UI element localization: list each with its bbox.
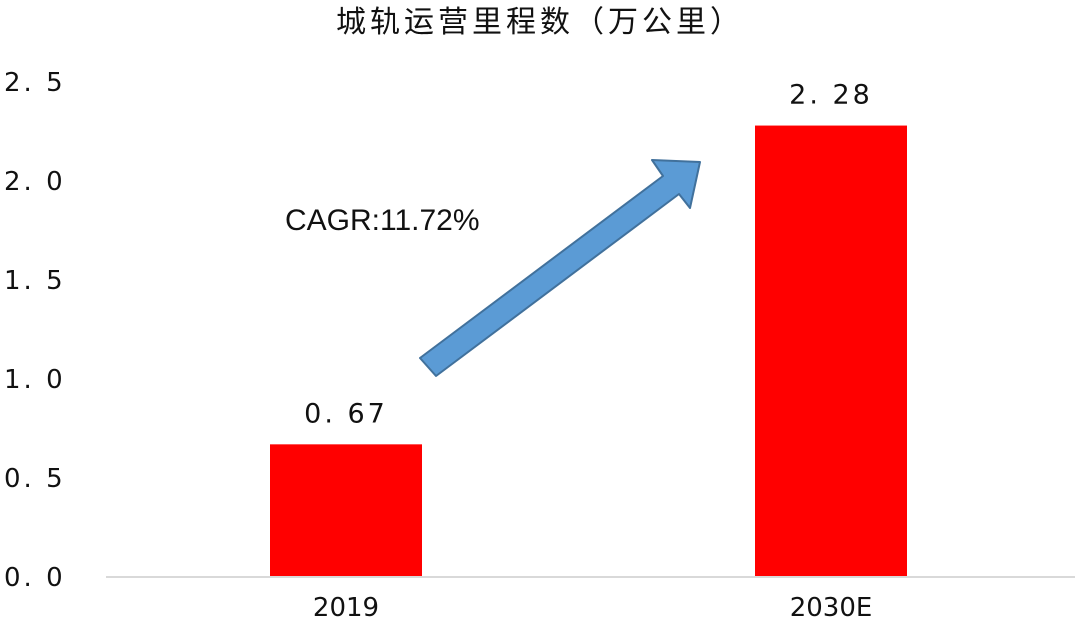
y-axis-ticks: 0. 0 0. 5 1. 0 1. 5 2. 0 2. 5 [4, 68, 66, 593]
x-category-label: 2019 [313, 593, 379, 623]
x-category-label: 2030E [790, 593, 873, 623]
category-labels: 2019 2030E [313, 593, 872, 623]
data-labels: 0. 67 2. 28 [304, 80, 873, 430]
y-tick-label: 1. 0 [4, 365, 66, 395]
y-tick-label: 1. 5 [4, 266, 66, 296]
cagr-arrow [419, 159, 701, 377]
data-label: 0. 67 [304, 398, 388, 429]
cagr-arrow-icon [419, 159, 701, 377]
y-tick-label: 2. 5 [4, 68, 66, 98]
y-tick-label: 0. 0 [4, 563, 66, 593]
bars [270, 125, 907, 577]
bar-2030E [755, 125, 907, 577]
y-tick-label: 2. 0 [4, 167, 66, 197]
y-tick-label: 0. 5 [4, 464, 66, 494]
cagr-annotation: CAGR:11.72% [285, 204, 480, 237]
chart-title: 城轨运营里程数（万公里） [336, 5, 744, 40]
bar-2019 [270, 444, 422, 577]
data-label: 2. 28 [789, 80, 873, 111]
